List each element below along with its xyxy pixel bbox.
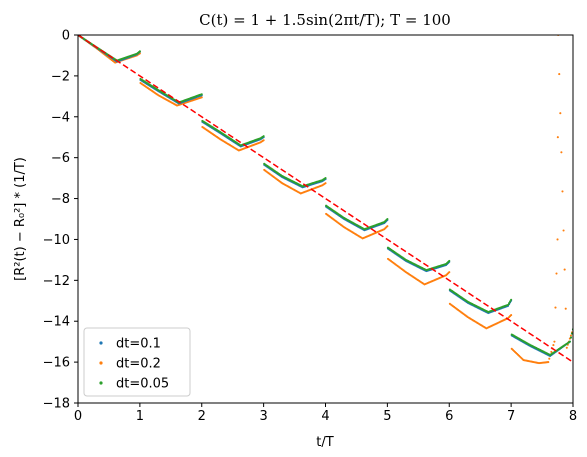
legend-marker	[99, 381, 102, 384]
data-point	[324, 182, 326, 184]
data-point	[570, 337, 572, 339]
x-tick-label: 5	[383, 409, 391, 424]
data-point	[564, 269, 566, 271]
legend-marker	[99, 341, 102, 344]
legend-label: dt=0.2	[116, 357, 161, 372]
data-point	[263, 135, 265, 137]
data-point	[563, 229, 565, 231]
y-tick-label: −14	[43, 315, 70, 330]
data-point	[555, 272, 557, 274]
data-point	[566, 347, 568, 349]
x-tick-label: 1	[136, 409, 144, 424]
data-point	[547, 361, 549, 363]
x-tick-label: 3	[259, 409, 267, 424]
data-point	[201, 93, 203, 95]
x-tick-label: 4	[321, 409, 329, 424]
data-point	[559, 112, 561, 114]
x-tick-label: 6	[445, 409, 453, 424]
y-tick-label: 0	[62, 29, 70, 44]
x-tick-label: 7	[507, 409, 515, 424]
y-tick-label: −8	[51, 192, 70, 207]
y-tick-label: −12	[43, 274, 70, 289]
y-tick-label: −4	[51, 110, 70, 125]
data-point	[561, 190, 563, 192]
legend-label: dt=0.05	[116, 377, 169, 392]
y-tick-label: −10	[43, 233, 70, 248]
data-point	[552, 344, 554, 346]
data-point	[556, 238, 558, 240]
x-tick-label: 0	[74, 409, 82, 424]
legend: dt=0.1 dt=0.2 dt=0.05	[84, 328, 190, 396]
plot-content	[77, 34, 574, 364]
series-dt-0-2	[77, 34, 574, 364]
data-point	[569, 341, 571, 343]
data-point	[557, 136, 559, 138]
data-point	[558, 73, 560, 75]
x-tick-label: 2	[198, 409, 206, 424]
data-point	[554, 307, 556, 309]
data-point	[553, 341, 555, 343]
chart-title: C(t) = 1 + 1.5sin(2πt/T); T = 100	[199, 11, 451, 29]
data-point	[386, 225, 388, 227]
y-tick-label: −18	[43, 397, 70, 412]
data-point	[510, 299, 512, 301]
data-point	[510, 314, 512, 316]
data-point	[448, 260, 450, 262]
data-point	[560, 151, 562, 153]
data-point	[448, 271, 450, 273]
y-tick-label: −6	[51, 151, 70, 166]
reference-line	[78, 35, 573, 362]
legend-marker	[99, 361, 102, 364]
data-point	[386, 218, 388, 220]
x-axis-label: t/T	[316, 435, 333, 450]
data-point	[263, 139, 265, 141]
y-tick-label: −2	[51, 69, 70, 84]
data-point	[570, 334, 572, 336]
data-point	[139, 50, 141, 52]
data-point	[548, 358, 550, 360]
legend-label: dt=0.1	[116, 337, 161, 352]
y-axis-label: [R²(t) − R₀²] * (1/T)	[13, 157, 28, 281]
data-point	[565, 308, 567, 310]
series-dt-0-05	[77, 34, 574, 356]
x-tick-label: 8	[569, 409, 577, 424]
y-tick-label: −16	[43, 356, 70, 371]
data-point	[324, 177, 326, 179]
